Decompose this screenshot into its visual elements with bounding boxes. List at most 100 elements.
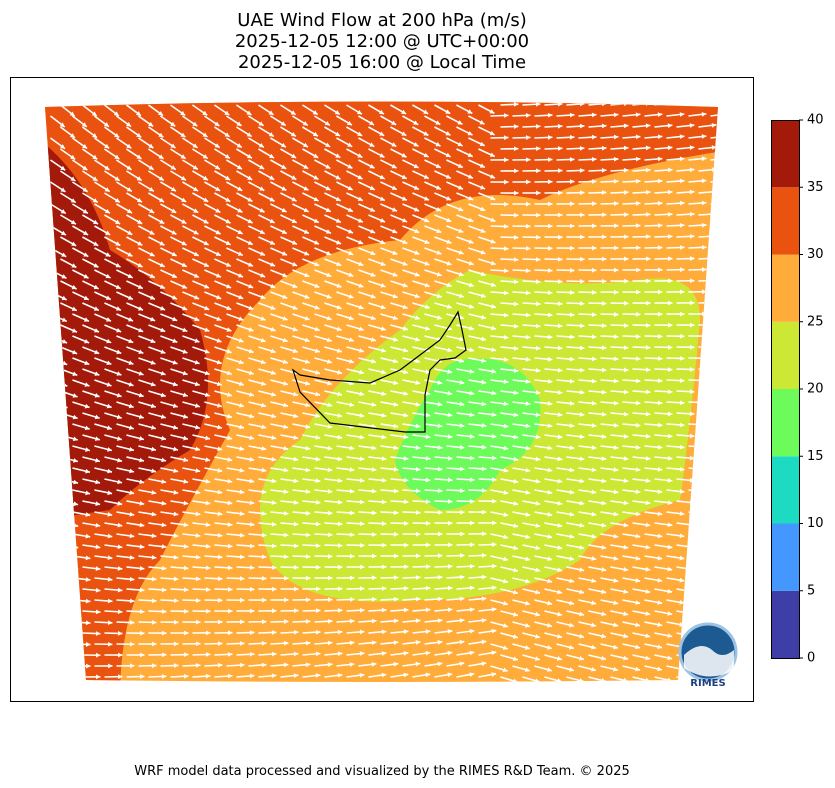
- wind-arrow-head: [62, 447, 68, 452]
- wind-arrow-head: [293, 564, 299, 570]
- wind-arrow-head: [262, 619, 267, 625]
- wind-arrow-head: [645, 411, 651, 417]
- wind-arrow-head: [423, 131, 429, 136]
- wind-arrow-head: [602, 256, 607, 262]
- wind-arrow-head: [701, 400, 707, 406]
- footer: WRF model data processed and visualized …: [134, 764, 630, 779]
- wind-arrow-head: [667, 588, 673, 594]
- wind-arrow-head: [557, 123, 563, 129]
- wind-arrow-head: [723, 688, 728, 693]
- wind-arrow: [600, 688, 617, 692]
- wind-arrow-head: [469, 347, 475, 353]
- wind-arrow-head: [371, 423, 377, 429]
- wind-arrow-head: [591, 533, 597, 539]
- wind-arrow-head: [327, 467, 333, 473]
- wind-arrow-head: [64, 685, 68, 690]
- wind-arrow-head: [667, 101, 673, 106]
- colorbar-segment: [771, 187, 799, 255]
- wind-arrow-head: [657, 644, 663, 650]
- wind-arrow-head: [445, 109, 451, 114]
- wind-arrow-head: [502, 645, 508, 650]
- wind-arrow-head: [569, 157, 575, 162]
- wind-arrow-head: [690, 300, 695, 306]
- wind-arrow: [710, 467, 718, 471]
- wind-arrow-head: [370, 315, 376, 321]
- wind-arrow-head: [114, 154, 120, 160]
- wind-arrow-head: [437, 618, 443, 624]
- wind-arrow-head: [503, 246, 509, 251]
- wind-arrow-head: [161, 674, 167, 679]
- wind-arrow: [50, 467, 69, 474]
- wind-arrow-head: [216, 359, 222, 365]
- colorbar-tick-label: 35: [807, 180, 824, 195]
- wind-arrow-head: [205, 478, 211, 484]
- wind-arrow-head: [591, 467, 597, 473]
- wind-arrow-head: [435, 141, 441, 147]
- wind-arrow-head: [315, 651, 321, 657]
- wind-arrow-head: [96, 652, 101, 658]
- wind-arrow-head: [468, 304, 474, 309]
- wind-arrow-head: [205, 652, 211, 657]
- wind-arrow-head: [183, 587, 189, 593]
- wind-arrow-head: [459, 401, 465, 407]
- wind-arrow-head: [415, 575, 421, 580]
- wind-arrow: [446, 685, 464, 688]
- wind-arrow-head: [623, 655, 628, 661]
- wind-arrow-head: [657, 200, 663, 206]
- wind-arrow-head: [503, 601, 508, 606]
- wind-arrow: [60, 566, 79, 571]
- wind-arrow-head: [490, 174, 496, 179]
- wind-arrow-head: [393, 510, 399, 516]
- wind-arrow-head: [503, 423, 509, 429]
- wind-arrow-head: [334, 110, 340, 115]
- wind-arrow-head: [701, 222, 707, 228]
- wind-arrow-head: [525, 246, 531, 251]
- wind-arrow-head: [85, 620, 91, 626]
- wind-arrow-head: [161, 522, 167, 528]
- wind-arrow-head: [393, 423, 399, 429]
- wind-arrow-head: [63, 642, 69, 647]
- wind-arrow-head: [315, 391, 321, 397]
- wind-arrow-head: [371, 597, 377, 602]
- wind-arrow-head: [205, 587, 211, 592]
- wind-arrow-head: [502, 623, 508, 628]
- wind-arrow-head: [312, 131, 318, 137]
- wind-arrow-head: [313, 196, 319, 202]
- wind-arrow-head: [237, 251, 243, 256]
- wind-arrow-head: [657, 378, 663, 384]
- wind-arrow-head: [492, 498, 497, 504]
- wind-arrow-head: [135, 111, 141, 116]
- wind-arrow-head: [129, 576, 135, 582]
- wind-arrow-head: [557, 146, 563, 151]
- wind-arrow-head: [447, 585, 453, 591]
- wind-arrow-head: [269, 175, 275, 180]
- wind-arrow-head: [70, 219, 76, 225]
- wind-arrow-head: [613, 644, 619, 650]
- wind-arrow: [710, 223, 718, 227]
- wind-arrow-head: [129, 468, 135, 474]
- wind-arrow-head: [425, 326, 430, 331]
- wind-arrow-head: [371, 402, 377, 407]
- wind-arrow-head: [290, 110, 296, 115]
- wind-arrow-head: [259, 186, 265, 191]
- wind-arrow-head: [491, 542, 497, 547]
- wind-arrow: [710, 268, 718, 271]
- wind-arrow: [710, 445, 718, 448]
- wind-arrow-head: [579, 633, 584, 639]
- colorbar-segment: [771, 254, 799, 322]
- wind-arrow-head: [569, 534, 575, 539]
- wind-arrow-head: [172, 338, 178, 343]
- wind-arrow-head: [689, 167, 695, 173]
- wind-arrow-head: [151, 555, 157, 560]
- wind-arrow-head: [105, 252, 111, 257]
- wind-arrow-head: [701, 244, 707, 250]
- wind-arrow-head: [724, 577, 729, 582]
- wind-arrow-head: [315, 673, 321, 678]
- wind-arrow-head: [547, 689, 552, 694]
- wind-arrow-head: [469, 672, 475, 677]
- wind-arrow-head: [305, 662, 311, 668]
- wind-arrow-head: [702, 311, 707, 317]
- wind-arrow-head: [448, 520, 453, 526]
- wind-arrow-head: [94, 349, 100, 355]
- wind-arrow-head: [711, 189, 717, 195]
